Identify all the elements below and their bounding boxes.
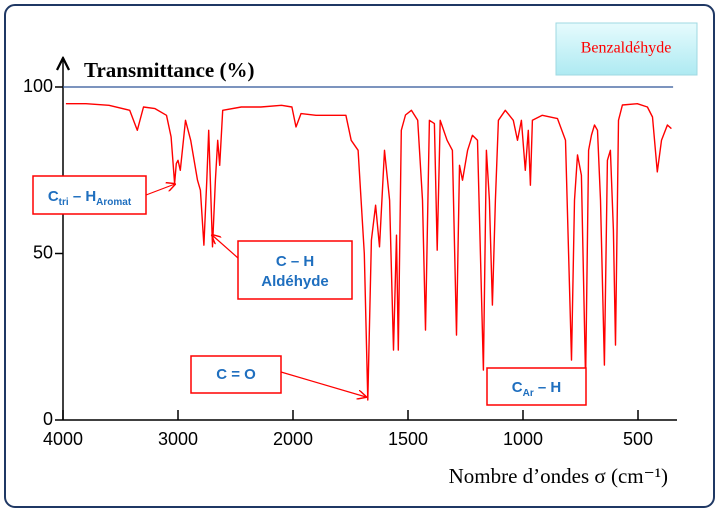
y-axis-title: Transmittance (%) (84, 58, 255, 82)
annotation-text: – H (69, 188, 97, 205)
annotation-label: C – H (276, 253, 314, 270)
spectrum-line (65, 103, 672, 401)
x-tick-label: 1500 (388, 429, 428, 449)
title-box (555, 22, 698, 76)
x-tick-label: 2000 (273, 429, 313, 449)
x-tick-label: 3000 (158, 429, 198, 449)
annotation-box (237, 240, 353, 300)
annotation-subscript: Ar (523, 388, 534, 399)
annotation-box (32, 175, 147, 215)
x-tick-label: 1000 (503, 429, 543, 449)
annotation-arrow (145, 184, 175, 196)
annotation-arrow (280, 371, 366, 397)
y-tick-label: 50 (33, 242, 53, 262)
x-tick-label: 4000 (43, 429, 83, 449)
annotation-label: Aldéhyde (261, 273, 329, 290)
annotation-label: C = O (216, 366, 256, 383)
annotation-text: – H (534, 379, 562, 396)
chart-title: Benzaldéhyde (581, 40, 672, 57)
annotation-text: C – H (276, 253, 314, 270)
annotation-text: C = O (216, 366, 256, 383)
y-tick-label: 100 (23, 76, 53, 96)
annotation-label: Ctri – HAromat (48, 188, 132, 208)
annotation-text: C (512, 379, 523, 396)
x-axis-title: Nombre d’ondes σ (cm⁻¹) (449, 464, 668, 488)
frame (4, 4, 715, 508)
annotation-box (486, 367, 587, 406)
annotation-arrow (212, 235, 239, 259)
annotation-subscript: tri (59, 197, 69, 208)
x-tick-label: 500 (623, 429, 653, 449)
annotation-label: CAr – H (512, 379, 561, 399)
annotation-box (190, 355, 282, 394)
annotation-text: C (48, 188, 59, 205)
y-tick-label: 0 (43, 409, 53, 429)
annotation-subscript: Aromat (96, 197, 132, 208)
